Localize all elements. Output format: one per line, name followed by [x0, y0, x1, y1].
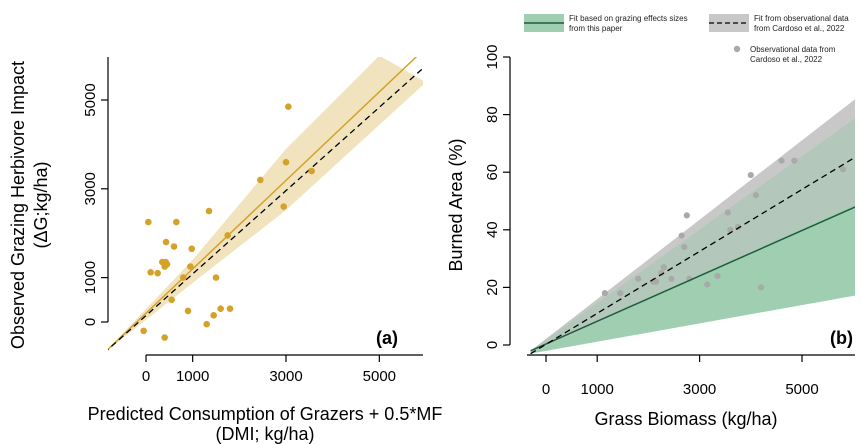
panel-b-data-point — [683, 212, 690, 219]
panel-a-x-label-line2: (DMI; kg/ha) — [215, 424, 314, 444]
panel-a-y-label-line2: (ΔG;kg/ha) — [31, 161, 51, 248]
panel-a-data-point — [187, 263, 194, 270]
panel-b-data-point — [652, 278, 660, 285]
panel-a-data-point — [170, 243, 178, 250]
panel-a-data-point — [257, 176, 264, 184]
panel-b-grey-band — [530, 99, 855, 354]
legend-grey-label-1: Fit from observational data — [754, 14, 849, 23]
panel-a-x-label-line1: Predicted Consumption of Grazers + 0.5*M… — [88, 404, 443, 424]
panel-a-data-point — [168, 296, 175, 304]
panel-b-data-point — [658, 269, 665, 277]
legend-item-grey-fit: Fit from observational data from Cardoso… — [709, 14, 849, 33]
panel-b-band-overlap — [530, 118, 855, 354]
panel-b-data-point — [714, 272, 721, 279]
panel-b-data-point — [791, 157, 798, 164]
panel-a-data-point — [161, 334, 168, 341]
panel-a-y-tick-label: 5000 — [82, 83, 99, 116]
panel-a-data-point — [280, 203, 287, 210]
panel-b: 0 1000 3000 5000 0 20 40 60 80 100 (b) Grass Biom… — [446, 14, 855, 429]
panel-a-x-tick-label: 0 — [142, 368, 150, 385]
panel-b-y-tick-label: 60 — [484, 164, 501, 181]
panel-a-x-tick-label: 1000 — [176, 368, 209, 385]
panel-a-data-point — [285, 103, 292, 110]
panel-a-data-point — [210, 312, 217, 319]
panel-a-y-tick-label: 3000 — [82, 172, 99, 205]
panel-b-dashed-fit-line — [530, 156, 855, 355]
panel-b-data-point — [617, 290, 624, 297]
panel-b-x-tick-label: 3000 — [683, 381, 716, 398]
panel-b-y-tick-label: 0 — [484, 341, 501, 349]
panel-a-data-point — [163, 260, 171, 268]
panel-a-data-point — [145, 218, 152, 226]
panel-a: 0 1000 3000 5000 0 1000 3000 5000 (a) Predicted… — [8, 57, 443, 444]
panel-a-data-point — [217, 305, 224, 312]
panel-a-one-to-one-line — [108, 67, 423, 351]
panel-b-label: (b) — [830, 328, 853, 348]
panel-b-data-point — [724, 209, 731, 216]
panel-b-y-tick-label: 80 — [484, 106, 501, 123]
panel-a-data-point — [212, 274, 220, 281]
legend-points-label-1: Observational data from — [750, 45, 836, 54]
legend-item-green-fit: Fit based on grazing effects sizes from … — [524, 14, 688, 33]
panel-b-data-point — [752, 192, 760, 199]
panel-b-green-fit-line — [530, 206, 855, 352]
panel-a-y-tick-label: 1000 — [82, 261, 99, 294]
panel-a-y-label-line1: Observed Grazing Herbivore Impact — [8, 61, 28, 349]
panel-b-ticks: 0 1000 3000 5000 0 20 40 60 80 100 — [484, 44, 819, 398]
panel-b-plot-area — [530, 99, 855, 355]
panel-b-x-tick-label: 1000 — [581, 381, 614, 398]
panel-b-data-point — [668, 275, 675, 282]
legend-green-label-2: from this paper — [569, 24, 623, 33]
panel-a-y-tick-label: 0 — [82, 318, 99, 326]
panel-a-data-point — [308, 167, 315, 175]
panel-b-data-point — [681, 243, 688, 251]
panel-b-x-label: Grass Biomass (kg/ha) — [594, 409, 777, 429]
panel-a-plot-area — [108, 57, 423, 351]
panel-a-data-point — [203, 320, 210, 328]
legend-point-marker — [733, 45, 741, 53]
panel-a-confidence-band — [108, 57, 423, 350]
legend-points-label-2: Cardoso et al., 2022 — [750, 55, 823, 64]
panel-a-data-point — [188, 245, 196, 253]
panel-b-data-point — [660, 264, 667, 271]
panel-b-data-point — [839, 166, 847, 173]
panel-b-y-label: Burned Area (%) — [446, 138, 466, 271]
panel-a-data-point — [205, 207, 213, 215]
panel-a-fit-line — [108, 57, 418, 351]
panel-a-data-point — [180, 274, 187, 281]
panel-a-label: (a) — [376, 328, 398, 348]
panel-a-ticks: 0 1000 3000 5000 0 1000 3000 5000 — [82, 83, 396, 385]
panel-a-data-point — [184, 307, 192, 315]
panel-a-data-point — [226, 305, 234, 312]
panel-a-x-tick-label: 3000 — [269, 368, 302, 385]
panel-a-data-point — [224, 232, 231, 239]
panel-b-data-point — [601, 290, 608, 297]
panel-b-data-point — [757, 284, 765, 291]
panel-a-data-point — [147, 268, 154, 276]
legend-green-label-1: Fit based on grazing effects sizes — [569, 14, 688, 23]
panel-b-y-tick-label: 40 — [484, 221, 501, 238]
panel-b-data-point — [778, 157, 785, 164]
panel-a-x-tick-label: 5000 — [363, 368, 396, 385]
legend-grey-label-2: from Cardoso et al., 2022 — [754, 24, 845, 33]
panel-b-x-tick-label: 5000 — [785, 381, 818, 398]
panel-a-data-point — [154, 269, 161, 277]
panel-a-data-point — [162, 238, 170, 246]
panel-b-data-point — [704, 281, 711, 288]
panel-b-data-point — [678, 232, 685, 239]
panel-a-data-point — [173, 218, 180, 226]
panel-a-data-point — [282, 158, 290, 166]
panel-a-data-point — [140, 327, 147, 335]
panel-b-y-tick-label: 20 — [484, 279, 501, 296]
panel-b-data-point — [635, 275, 642, 282]
panel-b-y-tick-label: 100 — [484, 44, 501, 69]
panel-b-data-point — [747, 171, 754, 179]
panel-b-legend: Fit based on grazing effects sizes from … — [524, 14, 849, 64]
legend-item-points: Observational data from Cardoso et al., … — [733, 45, 836, 64]
panel-b-x-tick-label: 0 — [542, 381, 550, 398]
